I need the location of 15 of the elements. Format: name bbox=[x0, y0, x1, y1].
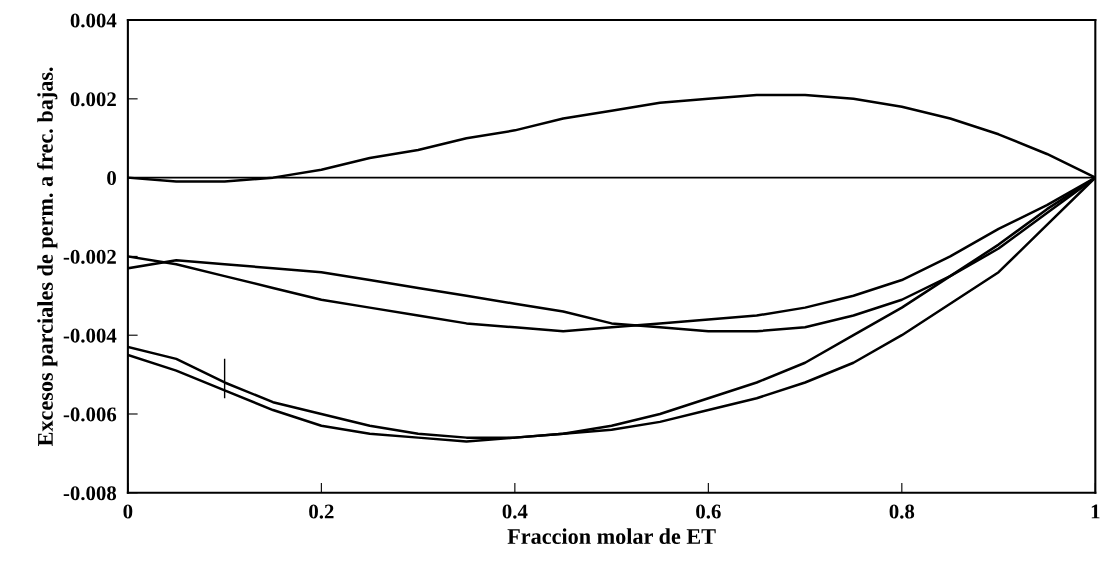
x-axis-title: Fraccion molar de ET bbox=[507, 528, 716, 544]
x-tick-label: 0.8 bbox=[889, 504, 915, 519]
y-tick-label: 0.002 bbox=[70, 92, 116, 107]
y-tick-label: -0.004 bbox=[63, 328, 117, 343]
x-tick-label: 0 bbox=[123, 504, 133, 519]
y-tick-label: -0.006 bbox=[63, 407, 117, 422]
y-tick-label: -0.002 bbox=[63, 249, 116, 264]
y-tick-label: -0.008 bbox=[63, 486, 117, 501]
x-tick-label: 0.6 bbox=[696, 504, 721, 519]
x-tick-label: 0.4 bbox=[502, 504, 528, 519]
y-tick-label: 0 bbox=[107, 171, 116, 186]
x-tick-label: 1 bbox=[1091, 504, 1100, 519]
y-axis-title: Excesos parciales de perm. a frec. bajas. bbox=[37, 67, 58, 447]
y-tick-label: 0.004 bbox=[70, 13, 117, 28]
x-tick-label: 0.2 bbox=[309, 504, 334, 519]
